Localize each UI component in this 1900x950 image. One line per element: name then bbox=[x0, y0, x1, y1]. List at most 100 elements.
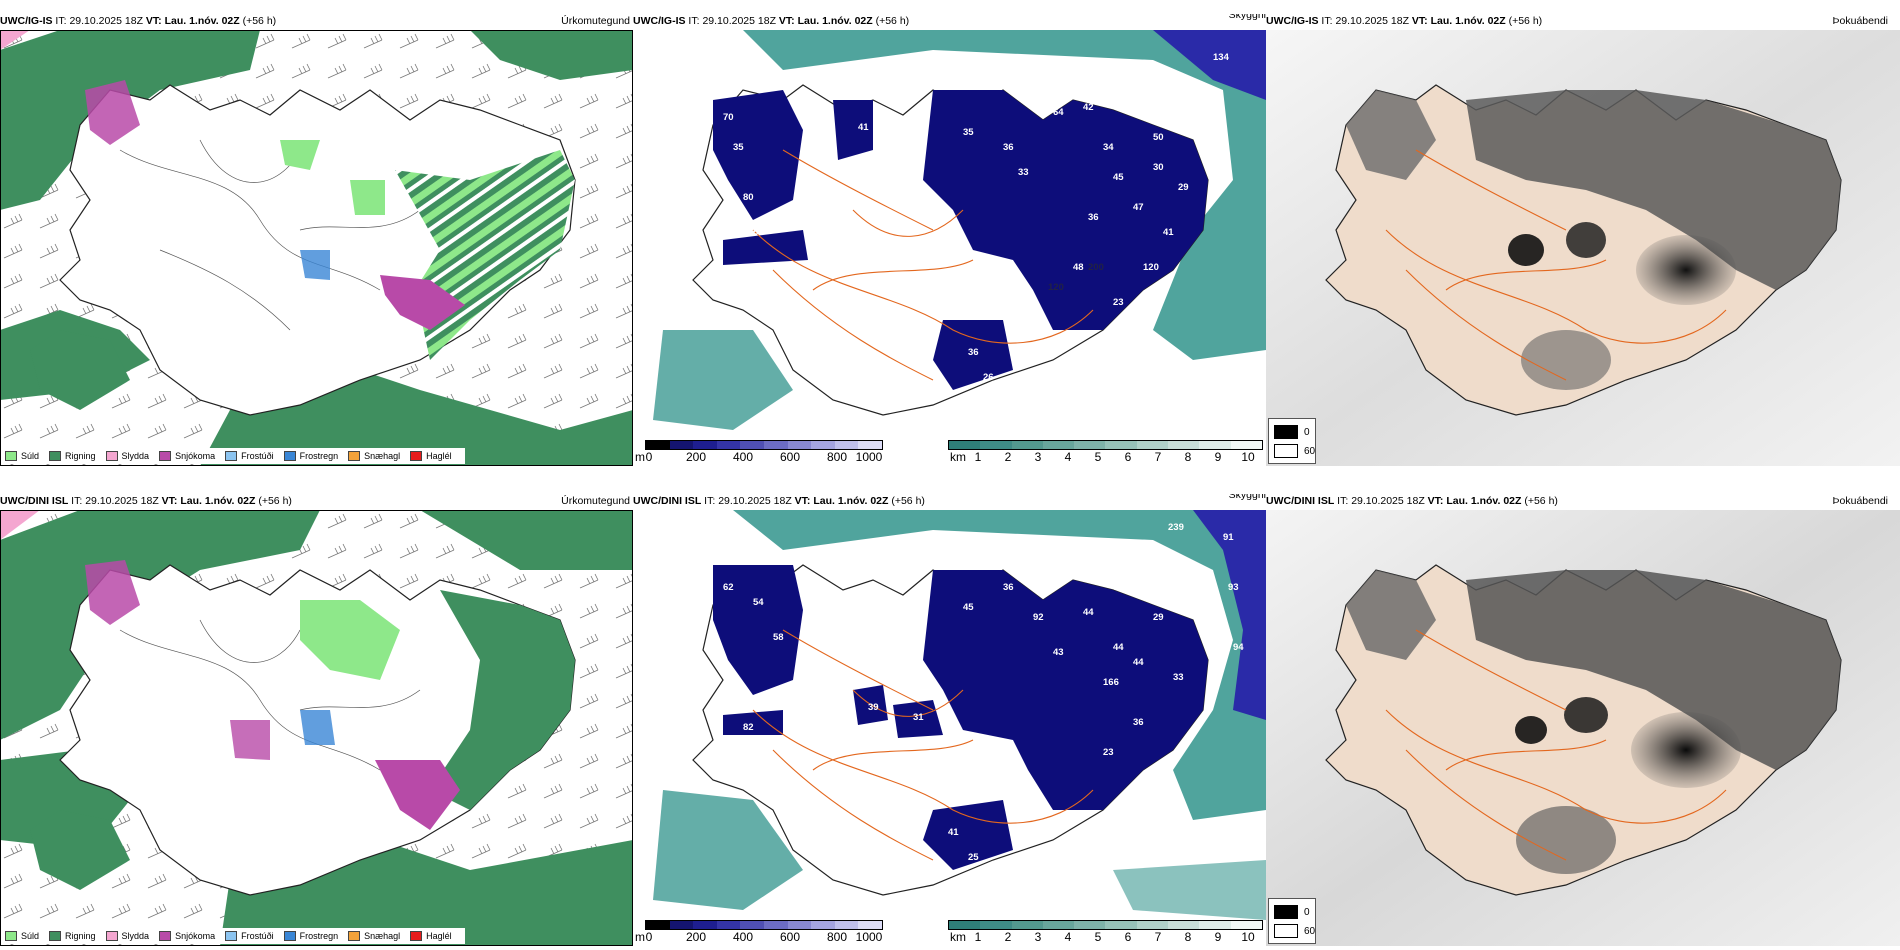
vis-value: 54 bbox=[753, 597, 764, 608]
model-name: UWC/DINI ISL bbox=[633, 495, 702, 507]
panel-title-precip: Úrkomutegund bbox=[561, 15, 630, 27]
low-visibility-area bbox=[723, 710, 783, 735]
vt-label: VT: bbox=[794, 495, 811, 507]
panel-title-fog: Þokuábendi bbox=[1832, 15, 1888, 27]
fog-map[interactable] bbox=[1266, 30, 1900, 466]
vis-value: 31 bbox=[1113, 582, 1124, 593]
legend-swatch bbox=[410, 451, 423, 461]
fog-panel-bottom[interactable]: UWC/DINI ISL IT: 29.10.2025 18Z VT: Lau.… bbox=[1266, 494, 1900, 946]
legend-item: Frostúði bbox=[225, 451, 274, 461]
vt-value: Lau. 1.nóv. 02Z bbox=[164, 15, 240, 27]
model-name: UWC/IG-IS bbox=[0, 15, 53, 27]
roads bbox=[1385, 149, 1727, 381]
it-label: IT: bbox=[1337, 495, 1349, 507]
vis-value: 134 bbox=[1213, 52, 1230, 63]
tick: 10 bbox=[1241, 930, 1255, 944]
low-visibility-area bbox=[923, 570, 1208, 810]
low-visibility-area bbox=[713, 565, 803, 695]
panel-title-visibility: Skyggni bbox=[1228, 14, 1266, 21]
legend-label: Haglél bbox=[426, 451, 452, 461]
vt-value: Lau. 1.nóv. 02Z bbox=[797, 15, 873, 27]
panel-header: UWC/DINI ISL IT: 29.10.2025 18Z VT: Lau.… bbox=[633, 494, 1266, 508]
legend-item: Snjókoma bbox=[159, 931, 215, 941]
tick: 7 bbox=[1154, 930, 1162, 944]
colorbar-swatch bbox=[980, 441, 1012, 449]
legend-item: Snjókoma bbox=[159, 451, 215, 461]
legend-label: Snæhagl bbox=[364, 931, 401, 941]
vis-value: 80 bbox=[743, 192, 754, 203]
colorbar-swatch bbox=[1230, 441, 1262, 449]
colorbar-swatch bbox=[834, 441, 859, 449]
fog-core bbox=[1508, 234, 1544, 266]
fog-legend-swatch bbox=[1274, 924, 1298, 938]
colorbar-swatch bbox=[1074, 441, 1106, 449]
colorbar-swatch bbox=[787, 441, 812, 449]
tick: 3 bbox=[1034, 450, 1042, 464]
colorbar-swatch bbox=[949, 441, 981, 449]
rain-area bbox=[420, 510, 633, 570]
vis-colorbar-km: km 1 2 3 4 5 6 7 8 9 10 bbox=[948, 920, 1263, 944]
colorbar-swatch bbox=[858, 921, 882, 929]
lead-time: (+56 h) bbox=[1524, 495, 1558, 507]
fog-legend-row: 0 bbox=[1274, 425, 1310, 439]
tick: 400 bbox=[732, 930, 754, 944]
vis-value: 36 bbox=[1133, 717, 1144, 728]
lead-time: (+56 h) bbox=[875, 15, 910, 27]
vis-value: 25 bbox=[968, 852, 979, 863]
vis-value: 26 bbox=[983, 372, 994, 383]
colorbar-swatch bbox=[1011, 921, 1043, 929]
colorbar-swatch bbox=[693, 441, 717, 449]
colorbar-swatch bbox=[716, 921, 741, 929]
lead-time: (+56 h) bbox=[258, 495, 292, 507]
fog-area bbox=[1516, 806, 1616, 874]
visibility-map[interactable]: 45 36 39 39 31 44 29 92 43 44 44 33 166 … bbox=[633, 510, 1266, 946]
tick: 7 bbox=[1154, 450, 1162, 464]
fog-legend-swatch bbox=[1274, 905, 1298, 919]
vis-value: 47 bbox=[1133, 202, 1144, 213]
visibility-map[interactable]: 35 36 33 64 42 34 50 45 30 29 47 41 36 4… bbox=[633, 30, 1266, 466]
vis-value: 41 bbox=[948, 827, 959, 838]
visibility-panel-bottom[interactable]: UWC/DINI ISL IT: 29.10.2025 18Z VT: Lau.… bbox=[633, 494, 1266, 946]
fog-core bbox=[1566, 222, 1606, 258]
vis-value: 16 bbox=[1063, 812, 1074, 823]
legend-item: Frostregn bbox=[283, 451, 338, 461]
precip-map[interactable] bbox=[0, 30, 633, 466]
visibility-panel-top[interactable]: UWC/IG-IS IT: 29.10.2025 18Z VT: Lau. 1.… bbox=[633, 14, 1266, 466]
tick: 4 bbox=[1064, 930, 1072, 944]
tick: 200 bbox=[685, 450, 707, 464]
precip-panel-bottom[interactable]: UWC/DINI ISL IT: 29.10.2025 18Z VT: Lau.… bbox=[0, 494, 633, 946]
model-name: UWC/DINI ISL bbox=[0, 495, 69, 507]
fog-map[interactable] bbox=[1266, 510, 1900, 946]
fog-panel-top[interactable]: UWC/IG-IS IT: 29.10.2025 18Z VT: Lau. 1.… bbox=[1266, 14, 1900, 466]
precip-panel-top[interactable]: UWC/IG-IS IT: 29.10.2025 18Z VT: Lau. 1.… bbox=[0, 14, 633, 466]
colorbar-swatch bbox=[1168, 921, 1200, 929]
colorbar-swatch bbox=[716, 441, 741, 449]
sea-very-low-visibility bbox=[1153, 30, 1266, 100]
legend-label: Rigning bbox=[65, 931, 96, 941]
colorbar-swatch bbox=[1105, 441, 1137, 449]
fog-legend-row: 0 bbox=[1274, 905, 1310, 919]
vis-value: 36 bbox=[1088, 212, 1099, 223]
tick: 800 bbox=[826, 450, 848, 464]
tick: 800 bbox=[826, 930, 848, 944]
colorbar-swatch bbox=[949, 921, 981, 929]
vis-value: 82 bbox=[743, 722, 754, 733]
rain-area bbox=[470, 30, 633, 80]
legend-item: Súld bbox=[5, 931, 39, 941]
rain-area bbox=[0, 30, 260, 210]
rain-area bbox=[0, 510, 320, 740]
legend-label: Súld bbox=[21, 451, 40, 461]
tick: 1 bbox=[974, 930, 982, 944]
vis-value: 26 bbox=[1153, 762, 1164, 773]
low-visibility-area bbox=[713, 90, 803, 220]
precip-map[interactable] bbox=[0, 510, 633, 946]
vis-value: 36 bbox=[968, 347, 979, 358]
colorbar-swatch bbox=[1042, 921, 1075, 929]
vt-value: Lau. 1.nóv. 02Z bbox=[813, 495, 889, 507]
it-label: IT: bbox=[1321, 15, 1333, 27]
legend-swatch bbox=[348, 451, 361, 461]
colorbar-swatch bbox=[669, 441, 694, 449]
contours bbox=[119, 619, 421, 771]
drizzle-area bbox=[350, 180, 385, 215]
vis-value: 48 bbox=[1073, 262, 1084, 273]
